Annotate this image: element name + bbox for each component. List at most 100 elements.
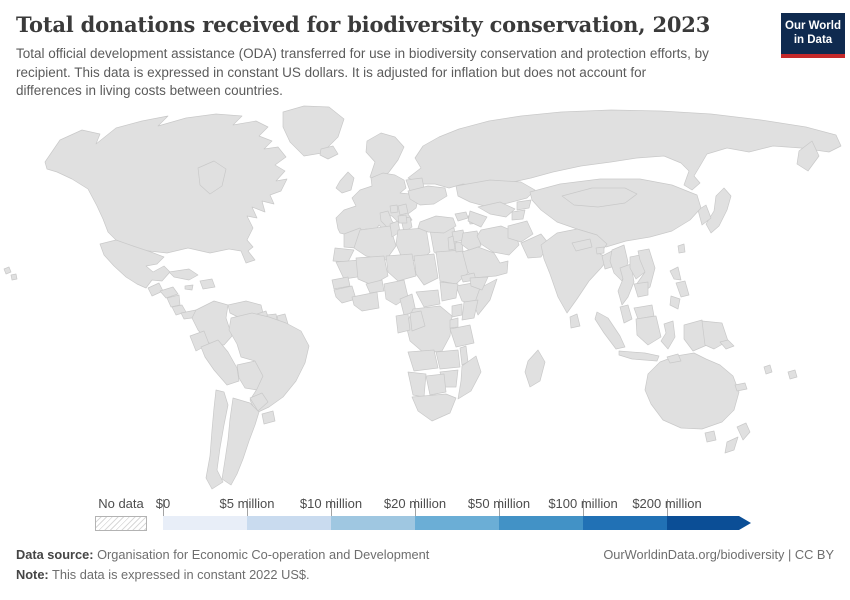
country-philippines[interactable] bbox=[675, 280, 690, 298]
country-russia[interactable] bbox=[407, 109, 842, 191]
country-kenya[interactable] bbox=[461, 299, 479, 321]
country-sri-lanka[interactable] bbox=[569, 313, 581, 329]
country-chad[interactable] bbox=[413, 253, 439, 286]
country-new-zealand[interactable] bbox=[736, 422, 751, 441]
country-bhutan[interactable] bbox=[595, 246, 605, 255]
country-madagascar[interactable] bbox=[524, 349, 546, 388]
chart-title: Total donations received for biodiversit… bbox=[16, 12, 711, 37]
legend-bucket-6[interactable] bbox=[583, 516, 667, 530]
country-indonesia[interactable] bbox=[660, 320, 676, 350]
country-honduras[interactable] bbox=[159, 286, 179, 299]
country-australia[interactable] bbox=[644, 352, 740, 430]
country-albania[interactable] bbox=[397, 214, 408, 224]
country-jamaica[interactable] bbox=[184, 284, 194, 291]
legend-bucket-7[interactable] bbox=[667, 516, 751, 530]
owid-logo[interactable]: Our World in Data bbox=[781, 13, 845, 58]
country-tajikistan[interactable] bbox=[511, 209, 526, 221]
country-congo[interactable] bbox=[409, 310, 426, 332]
country-nepal[interactable] bbox=[571, 238, 593, 252]
legend-bucket-2[interactable] bbox=[247, 516, 331, 530]
country-angola[interactable] bbox=[407, 349, 439, 372]
country-indonesia[interactable] bbox=[618, 350, 660, 362]
country-botswana[interactable] bbox=[425, 373, 447, 396]
country-chile[interactable] bbox=[205, 389, 229, 490]
country-uruguay[interactable] bbox=[261, 410, 276, 425]
country-algeria[interactable] bbox=[353, 225, 397, 261]
country-serbia[interactable] bbox=[397, 203, 409, 216]
country-burkina-faso[interactable] bbox=[365, 279, 385, 294]
country-turkmenistan[interactable] bbox=[467, 210, 488, 228]
country-zambia[interactable] bbox=[435, 349, 461, 370]
country-malaysia[interactable] bbox=[619, 304, 633, 324]
country-philippines[interactable] bbox=[669, 295, 681, 310]
country-scandinavia[interactable] bbox=[365, 132, 405, 184]
country-solomon-islands[interactable] bbox=[719, 339, 735, 350]
country-mongolia[interactable] bbox=[561, 187, 638, 208]
country-korea[interactable] bbox=[697, 204, 712, 226]
legend-bucket-3[interactable] bbox=[331, 516, 415, 530]
country-guatemala[interactable] bbox=[147, 282, 164, 297]
country-japan[interactable] bbox=[705, 187, 732, 234]
country-north-america[interactable] bbox=[44, 113, 288, 264]
country-afghanistan[interactable] bbox=[507, 220, 534, 243]
country-greenland[interactable] bbox=[282, 105, 345, 157]
country-mozambique[interactable] bbox=[457, 355, 482, 400]
country-russia[interactable] bbox=[796, 140, 820, 172]
country-philippines[interactable] bbox=[669, 266, 682, 281]
country-cambodia[interactable] bbox=[633, 281, 649, 298]
country-fiji[interactable] bbox=[787, 369, 798, 380]
legend-bucket-1[interactable] bbox=[163, 516, 247, 530]
country-jordan[interactable] bbox=[454, 241, 464, 253]
legend-no-data-swatch[interactable] bbox=[95, 516, 147, 531]
country-hispaniola[interactable] bbox=[199, 278, 216, 290]
country-yemen[interactable] bbox=[469, 276, 489, 291]
country-bosnia[interactable] bbox=[389, 204, 399, 214]
country-niger[interactable] bbox=[385, 253, 417, 282]
country-australia[interactable] bbox=[704, 430, 717, 443]
country-cuba[interactable] bbox=[168, 268, 199, 281]
country-nicaragua[interactable] bbox=[166, 294, 181, 308]
country-mexico[interactable] bbox=[99, 239, 171, 289]
country-guinea-coast[interactable] bbox=[333, 285, 357, 304]
country-kazakhstan[interactable] bbox=[455, 179, 536, 208]
country-ukraine[interactable] bbox=[407, 185, 448, 206]
country-senegal[interactable] bbox=[331, 276, 351, 290]
legend-bucket-4[interactable] bbox=[415, 516, 499, 530]
country-hawaii[interactable] bbox=[3, 266, 12, 275]
country-mali[interactable] bbox=[355, 255, 389, 286]
country-brazil[interactable] bbox=[228, 312, 310, 414]
country-peru[interactable] bbox=[200, 339, 240, 386]
country-new-zealand[interactable] bbox=[724, 436, 739, 454]
country-rwanda-burundi[interactable] bbox=[449, 317, 459, 329]
country-taiwan[interactable] bbox=[677, 243, 686, 254]
country-namibia[interactable] bbox=[407, 371, 427, 398]
country-india[interactable] bbox=[540, 228, 610, 314]
country-indonesia[interactable] bbox=[594, 311, 626, 350]
country-gabon[interactable] bbox=[395, 313, 411, 334]
country-western-sahara[interactable] bbox=[332, 247, 355, 263]
country-hawaii[interactable] bbox=[10, 273, 18, 281]
country-uzbekistan[interactable] bbox=[477, 201, 516, 218]
country-paraguay[interactable] bbox=[249, 392, 269, 412]
country-turkey[interactable] bbox=[417, 215, 457, 234]
legend-bucket-5[interactable] bbox=[499, 516, 583, 530]
country-iraq[interactable] bbox=[460, 230, 482, 251]
country-indonesia[interactable] bbox=[635, 315, 662, 346]
country-united-kingdom[interactable] bbox=[335, 171, 355, 194]
country-uganda[interactable] bbox=[451, 303, 463, 318]
country-vanuatu[interactable] bbox=[763, 364, 773, 375]
country-georgia[interactable] bbox=[454, 211, 469, 222]
country-new-caledonia[interactable] bbox=[734, 382, 748, 392]
owid-link[interactable]: OurWorldinData.org/biodiversity | CC BY bbox=[603, 547, 834, 562]
country-kyrgyzstan[interactable] bbox=[516, 199, 532, 211]
country-tanzania[interactable] bbox=[449, 324, 475, 348]
country-timor-leste[interactable] bbox=[666, 353, 682, 364]
country-indonesia[interactable] bbox=[683, 319, 708, 352]
country-south-sudan[interactable] bbox=[439, 281, 459, 302]
country-south-africa[interactable] bbox=[411, 393, 457, 422]
country-cote-divoire-ghana[interactable] bbox=[351, 291, 380, 312]
country-iceland[interactable] bbox=[319, 145, 339, 160]
country-argentina[interactable] bbox=[221, 397, 260, 486]
country-lebanon-israel[interactable] bbox=[447, 235, 456, 251]
country-central-african-republic[interactable] bbox=[415, 289, 441, 308]
